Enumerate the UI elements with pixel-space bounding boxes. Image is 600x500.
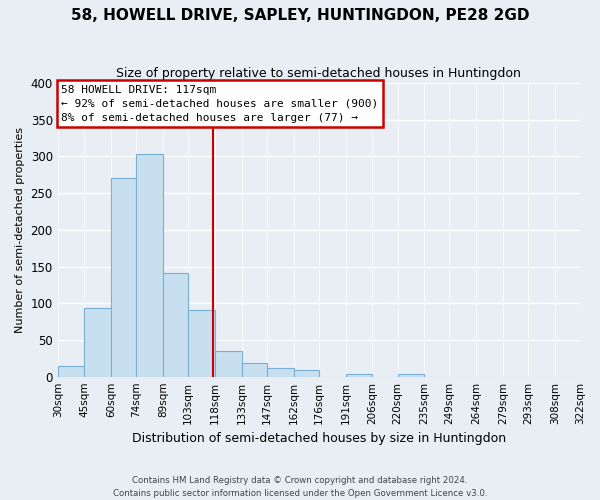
Bar [215,351,242,376]
Bar [58,366,85,376]
X-axis label: Distribution of semi-detached houses by size in Huntingdon: Distribution of semi-detached houses by … [132,432,506,445]
Bar [112,178,136,376]
Bar [346,374,373,376]
Title: Size of property relative to semi-detached houses in Huntingdon: Size of property relative to semi-detach… [116,68,521,80]
Bar [136,154,163,376]
Text: 58 HOWELL DRIVE: 117sqm
← 92% of semi-detached houses are smaller (900)
8% of se: 58 HOWELL DRIVE: 117sqm ← 92% of semi-de… [61,84,379,122]
Bar [398,374,424,376]
Bar [188,310,215,376]
Bar [242,364,267,376]
Bar [85,308,112,376]
Text: 58, HOWELL DRIVE, SAPLEY, HUNTINGDON, PE28 2GD: 58, HOWELL DRIVE, SAPLEY, HUNTINGDON, PE… [71,8,529,22]
Y-axis label: Number of semi-detached properties: Number of semi-detached properties [15,127,25,333]
Bar [294,370,319,376]
Bar [267,368,294,376]
Bar [163,273,188,376]
Text: Contains HM Land Registry data © Crown copyright and database right 2024.
Contai: Contains HM Land Registry data © Crown c… [113,476,487,498]
